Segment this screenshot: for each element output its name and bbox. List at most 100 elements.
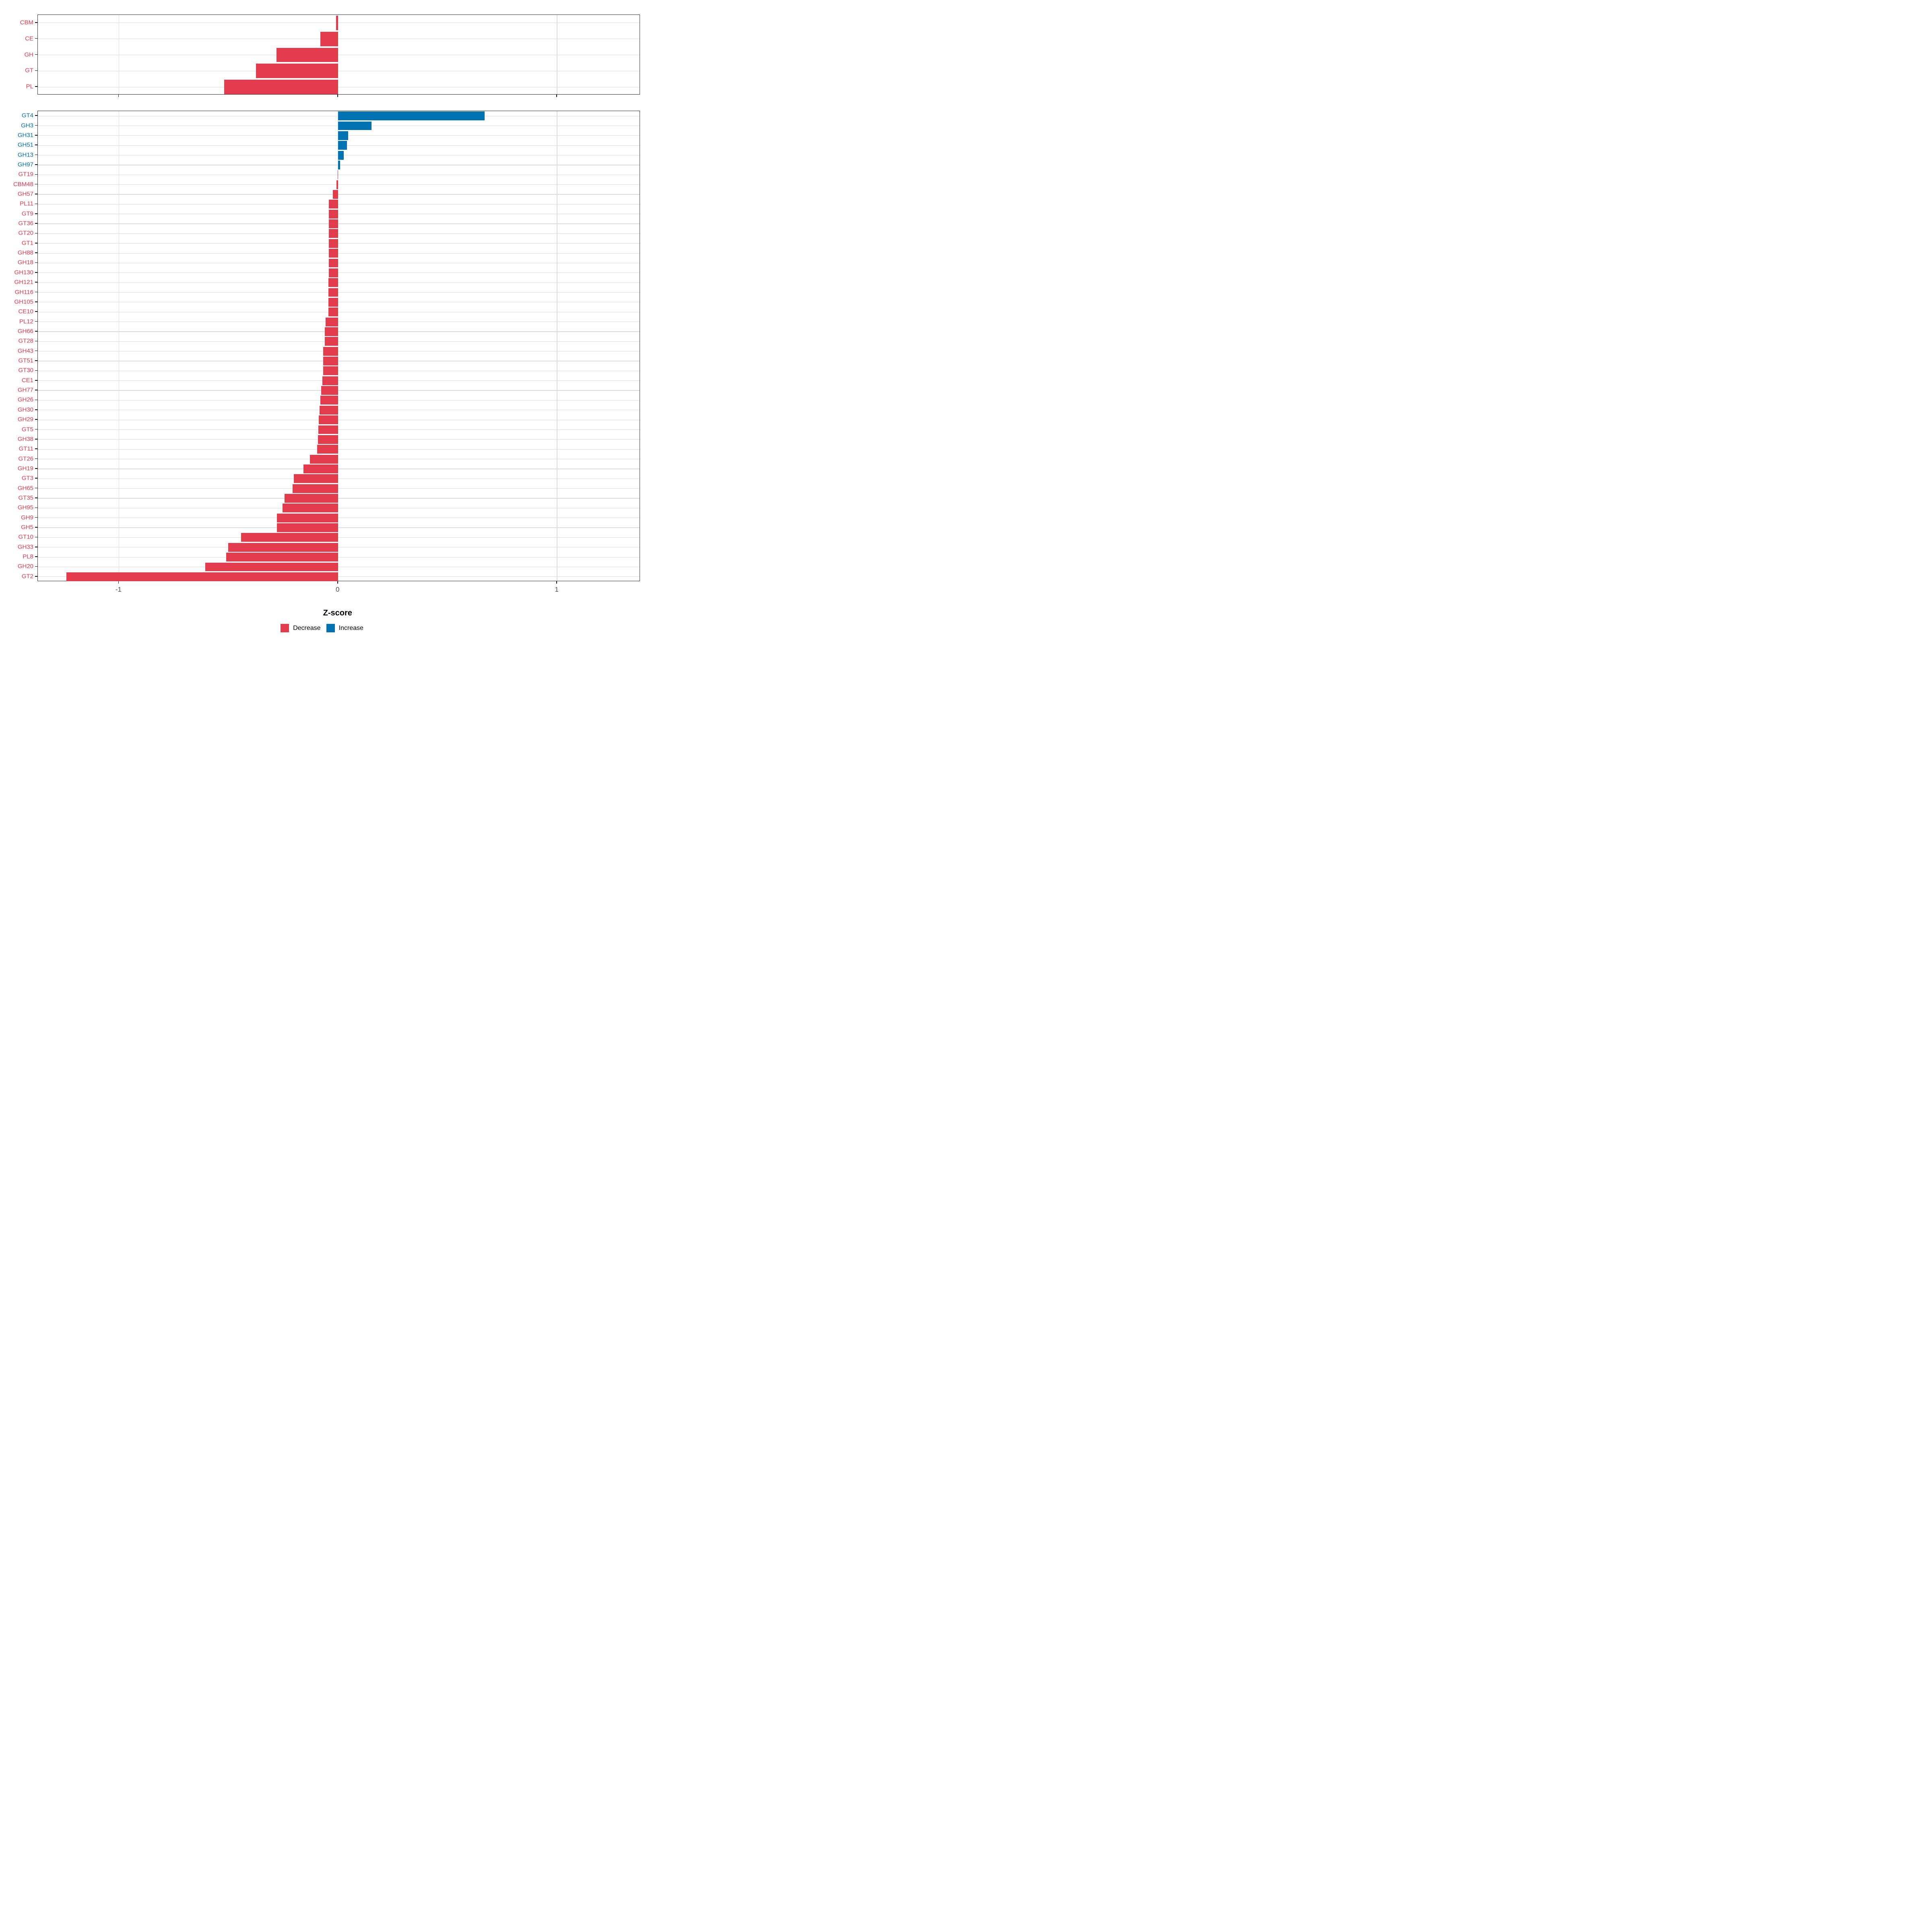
y-tick bbox=[35, 262, 37, 263]
bar-gh18 bbox=[328, 258, 338, 268]
bar-gt11 bbox=[317, 445, 338, 454]
bar-gh88 bbox=[328, 249, 338, 258]
y-tick bbox=[35, 242, 37, 244]
row-gridline bbox=[38, 341, 640, 342]
bar-ce10 bbox=[328, 308, 338, 317]
y-label-pl11: PL11 bbox=[20, 200, 33, 207]
y-tick bbox=[35, 86, 37, 87]
y-label-pl8: PL8 bbox=[23, 553, 33, 560]
y-tick bbox=[35, 321, 37, 322]
bar-gt5 bbox=[318, 425, 338, 434]
y-label-gh3: GH3 bbox=[21, 122, 33, 129]
bar-gh3 bbox=[338, 121, 372, 130]
x-tick-label: 1 bbox=[555, 586, 559, 593]
y-label-gh29: GH29 bbox=[17, 416, 33, 423]
row-gridline bbox=[38, 292, 640, 293]
x-tick bbox=[556, 95, 557, 97]
bar-gh19 bbox=[303, 464, 338, 473]
bar-pl12 bbox=[326, 317, 338, 326]
y-tick bbox=[35, 70, 37, 71]
y-tick bbox=[35, 478, 37, 479]
y-label-gh5: GH5 bbox=[21, 524, 33, 531]
row-gridline bbox=[38, 253, 640, 254]
y-label-gh: GH bbox=[24, 51, 34, 58]
legend-label-decrease: Decrease bbox=[293, 624, 321, 632]
x-tick bbox=[337, 581, 338, 584]
bar-gt30 bbox=[323, 366, 338, 376]
row-gridline bbox=[38, 429, 640, 430]
legend-key-increase bbox=[326, 624, 335, 632]
x-tick-label: -1 bbox=[115, 586, 122, 593]
row-gridline bbox=[38, 272, 640, 273]
x-tick bbox=[337, 95, 338, 97]
y-label-gt51: GT51 bbox=[18, 357, 33, 364]
y-label-gt1: GT1 bbox=[21, 239, 33, 247]
bar-gt35 bbox=[285, 494, 338, 503]
y-label-cbm48: CBM48 bbox=[13, 181, 33, 188]
y-tick bbox=[35, 164, 37, 165]
y-label-ce1: CE1 bbox=[21, 377, 33, 384]
bar-gt2 bbox=[66, 572, 338, 581]
x-tick bbox=[118, 581, 119, 584]
y-label-gh33: GH33 bbox=[17, 543, 33, 551]
y-label-gh18: GH18 bbox=[17, 259, 33, 266]
y-tick bbox=[35, 223, 37, 224]
row-gridline bbox=[38, 537, 640, 538]
bar-gh77 bbox=[321, 386, 338, 395]
y-label-cbm: CBM bbox=[20, 19, 33, 26]
bar-gh29 bbox=[319, 415, 338, 425]
y-label-gt: GT bbox=[25, 67, 33, 74]
bar-gt26 bbox=[310, 454, 338, 464]
y-tick bbox=[35, 576, 37, 577]
legend-label-increase: Increase bbox=[339, 624, 363, 632]
y-tick bbox=[35, 38, 37, 39]
bar-gh20 bbox=[205, 562, 338, 572]
y-label-gh121: GH121 bbox=[14, 279, 33, 286]
y-tick bbox=[35, 380, 37, 381]
y-tick bbox=[35, 135, 37, 136]
y-tick bbox=[35, 272, 37, 273]
bar-gh65 bbox=[292, 484, 338, 493]
row-gridline bbox=[38, 243, 640, 244]
y-tick bbox=[35, 174, 37, 175]
bar-gt28 bbox=[325, 337, 338, 346]
bar-ce1 bbox=[322, 376, 338, 385]
bar-gh57 bbox=[332, 190, 338, 199]
y-label-gh19: GH19 bbox=[17, 465, 33, 472]
y-label-gt36: GT36 bbox=[18, 220, 33, 227]
y-label-gh97: GH97 bbox=[17, 161, 33, 168]
y-tick bbox=[35, 419, 37, 420]
y-label-gh43: GH43 bbox=[17, 347, 33, 355]
y-label-gt19: GT19 bbox=[18, 171, 33, 178]
bar-pl bbox=[224, 80, 338, 94]
y-label-gh20: GH20 bbox=[17, 563, 33, 570]
y-tick bbox=[35, 409, 37, 410]
y-tick bbox=[35, 556, 37, 557]
y-label-gt10: GT10 bbox=[18, 533, 33, 541]
y-label-gh57: GH57 bbox=[17, 190, 33, 198]
y-tick bbox=[35, 282, 37, 283]
y-tick bbox=[35, 566, 37, 567]
y-tick bbox=[35, 291, 37, 293]
y-tick bbox=[35, 468, 37, 469]
row-gridline bbox=[38, 488, 640, 489]
bar-gh31 bbox=[338, 131, 348, 140]
y-tick bbox=[35, 537, 37, 538]
bar-gt36 bbox=[328, 219, 338, 229]
y-tick bbox=[35, 125, 37, 126]
y-label-ce10: CE10 bbox=[18, 308, 33, 315]
y-label-gh105: GH105 bbox=[14, 298, 33, 305]
y-tick bbox=[35, 527, 37, 528]
y-tick bbox=[35, 144, 37, 146]
bar-pl11 bbox=[328, 200, 338, 209]
bar-gh121 bbox=[328, 278, 338, 287]
bar-gh51 bbox=[338, 141, 347, 150]
y-tick bbox=[35, 458, 37, 459]
bar-gt20 bbox=[328, 229, 338, 238]
y-label-gh26: GH26 bbox=[17, 396, 33, 403]
y-label-gh66: GH66 bbox=[17, 328, 33, 335]
bar-gh130 bbox=[328, 268, 338, 277]
bar-gt4 bbox=[338, 111, 485, 121]
y-tick bbox=[35, 54, 37, 55]
y-label-gh9: GH9 bbox=[21, 514, 33, 521]
